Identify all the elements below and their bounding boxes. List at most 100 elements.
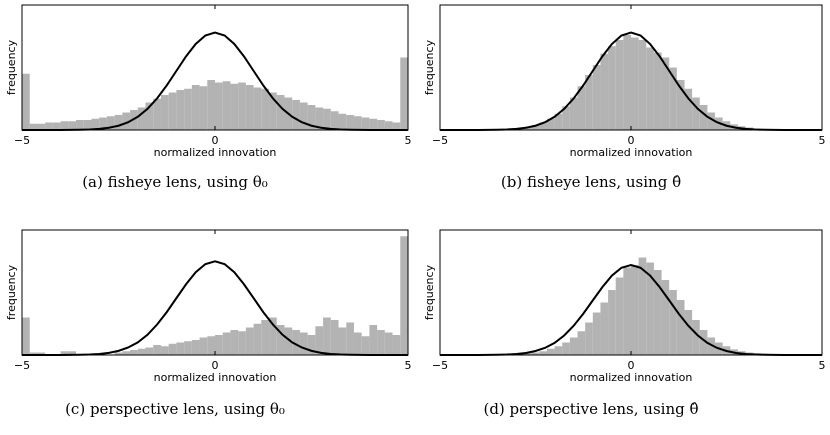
bar	[160, 346, 169, 355]
bar	[707, 112, 716, 130]
bar	[238, 331, 246, 355]
x-tick-label: −5	[432, 359, 448, 372]
bar	[207, 336, 215, 355]
x-axis-label: normalized innovation	[570, 146, 693, 159]
bar	[29, 352, 38, 355]
x-tick-label: 0	[212, 134, 219, 147]
bar	[176, 342, 185, 355]
y-axis-label: frequency	[5, 264, 18, 320]
bar	[361, 336, 370, 355]
bar	[230, 330, 239, 355]
bar	[160, 95, 169, 130]
caption: (b) fisheye lens, using θ̂	[501, 173, 681, 191]
bar	[269, 92, 277, 130]
bar	[577, 86, 586, 130]
y-axis-label: frequency	[423, 39, 436, 95]
bar	[524, 126, 532, 130]
bar	[546, 118, 555, 130]
bar	[245, 85, 254, 130]
bar	[207, 80, 215, 130]
bar	[253, 87, 262, 130]
bar	[114, 352, 123, 355]
x-tick-label: 5	[405, 359, 412, 372]
bar	[592, 65, 601, 130]
bar	[145, 102, 154, 130]
bar	[608, 290, 616, 355]
bar	[569, 97, 578, 130]
bar	[45, 122, 53, 130]
bar	[292, 100, 300, 130]
x-axis-label: normalized innovation	[154, 371, 277, 384]
bar	[22, 317, 30, 355]
y-axis-label: frequency	[5, 39, 18, 95]
bar	[585, 322, 593, 355]
x-axis-label: normalized innovation	[154, 146, 277, 159]
bar	[60, 351, 69, 355]
bar	[269, 317, 277, 355]
bar	[184, 88, 192, 130]
bar	[145, 347, 154, 355]
bar	[176, 90, 185, 130]
bar	[676, 300, 685, 355]
bar	[539, 351, 547, 355]
bar	[661, 280, 670, 355]
bar	[122, 112, 131, 130]
bar	[631, 37, 639, 130]
bar	[623, 35, 631, 130]
bar	[199, 337, 208, 355]
bar	[137, 107, 146, 130]
bar	[361, 117, 370, 130]
bar	[661, 57, 670, 130]
bar	[653, 52, 662, 130]
bar	[91, 118, 100, 130]
bar	[338, 113, 347, 130]
bar	[353, 332, 362, 355]
bar	[646, 262, 654, 355]
bar	[153, 98, 161, 130]
bar	[307, 335, 316, 355]
bar	[215, 82, 223, 130]
bar	[353, 116, 362, 130]
bar	[215, 335, 223, 355]
bar	[539, 122, 547, 130]
bar	[562, 106, 570, 130]
bar	[707, 337, 716, 355]
bar	[323, 317, 331, 355]
bar	[692, 320, 700, 355]
bar	[99, 117, 107, 130]
bar	[369, 325, 378, 355]
bar	[562, 342, 570, 355]
bar	[631, 265, 639, 355]
bar	[676, 80, 685, 130]
x-tick-label: −5	[14, 359, 30, 372]
bar	[122, 351, 131, 355]
bar	[330, 111, 339, 130]
bar	[68, 121, 77, 130]
bar	[569, 337, 578, 355]
bar	[130, 350, 138, 355]
bar	[669, 290, 677, 355]
x-tick-label: 0	[628, 359, 635, 372]
caption: (c) perspective lens, using θ₀	[65, 400, 285, 418]
bar	[400, 57, 408, 130]
bar	[292, 330, 300, 355]
x-tick-label: 5	[405, 134, 412, 147]
bar	[577, 331, 586, 355]
bar	[191, 85, 200, 130]
bar	[638, 257, 647, 355]
bar	[346, 115, 354, 130]
bar	[83, 120, 92, 130]
caption: (a) fisheye lens, using θ₀	[82, 173, 268, 191]
bar	[261, 88, 270, 130]
bar	[37, 123, 46, 130]
bar	[531, 125, 540, 130]
bar	[307, 105, 316, 130]
bar	[377, 120, 385, 130]
bar	[330, 320, 339, 355]
bar	[222, 332, 231, 355]
bar	[22, 73, 30, 130]
bar	[684, 310, 693, 355]
bar	[114, 115, 123, 130]
bar	[615, 40, 624, 130]
